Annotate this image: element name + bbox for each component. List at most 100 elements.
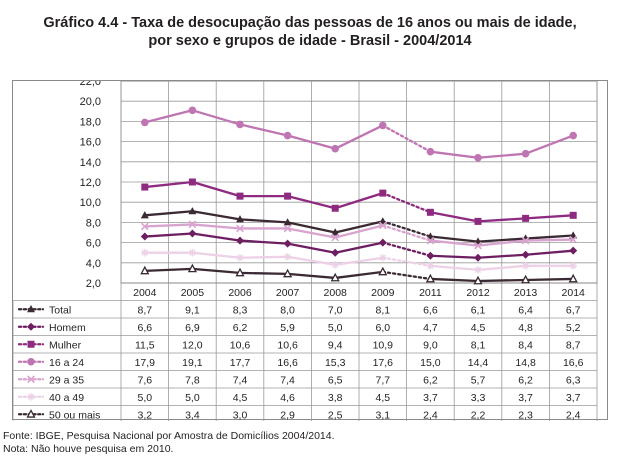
data-point-40-a-49 (188, 248, 197, 257)
series-line-homem (144, 232, 384, 254)
data-label: 6,2 (518, 374, 533, 386)
data-point-mulher (522, 214, 530, 222)
legend-marker-total (27, 305, 35, 313)
data-label: 5,9 (280, 322, 295, 334)
legend-label: 29 a 35 (49, 374, 84, 386)
data-point-homem (378, 238, 387, 247)
y-tick-label: 2,0 (86, 278, 101, 290)
data-point-40-a-49 (141, 248, 149, 257)
series-line-50-ou-mais-late (430, 277, 574, 283)
x-tick-label: 2008 (324, 287, 348, 299)
data-point-16-a-24 (188, 106, 197, 115)
data-point-total (236, 215, 244, 223)
data-point-40-a-49 (236, 253, 244, 262)
data-label: 3,7 (566, 392, 581, 404)
data-label: 7,4 (233, 374, 248, 386)
data-point-40-a-49 (331, 261, 339, 269)
data-point-homem (188, 229, 197, 238)
series-gap-29-a-35 (381, 224, 432, 242)
data-label: 5,0 (328, 322, 343, 334)
x-tick-label: 2012 (466, 287, 490, 299)
data-point-16-a-24 (283, 131, 292, 140)
data-label: 3,4 (185, 409, 200, 421)
data-point-50-ou-mais (425, 273, 435, 283)
data-label: 8,0 (280, 304, 295, 316)
data-label: 6,7 (566, 304, 581, 316)
legend-label: 50 ou mais (49, 409, 100, 421)
data-label: 5,2 (566, 322, 581, 334)
data-point-total (331, 228, 340, 236)
y-tick-label: 8,0 (86, 217, 101, 229)
x-tick-label: 2009 (371, 287, 395, 299)
data-label: 4,8 (518, 322, 533, 334)
data-label: 7,6 (137, 374, 152, 386)
data-point-16-a-24 (569, 131, 577, 140)
data-label: 8,1 (375, 304, 390, 316)
data-point-mulher (141, 183, 149, 191)
data-label: 3,8 (328, 392, 343, 404)
x-tick-label: 2011 (419, 287, 442, 299)
data-label: 6,5 (328, 374, 343, 386)
data-point-homem (331, 248, 340, 257)
data-point-mulher (474, 217, 482, 225)
y-tick-label: 18,0 (80, 116, 101, 128)
notes: Fonte: IBGE, Pesquisa Nacional por Amost… (3, 430, 335, 456)
data-point-29-a-35 (331, 233, 340, 242)
data-point-mulher (236, 192, 244, 200)
series-gap-16-a-24 (381, 124, 432, 153)
data-label: 19,1 (182, 357, 203, 369)
y-tick-label: 12,0 (80, 177, 101, 189)
data-point-40-a-49 (521, 262, 530, 270)
data-point-16-a-24 (379, 121, 387, 130)
data-label: 14,4 (468, 357, 489, 369)
series-line-total-late (430, 234, 574, 243)
data-point-mulher (331, 204, 339, 212)
legend-marker-29-a-35 (27, 375, 35, 384)
x-tick-label: 2014 (562, 287, 586, 299)
data-point-50-ou-mais (521, 274, 531, 284)
data-label: 2,4 (566, 409, 581, 421)
data-label: 3,7 (423, 392, 438, 404)
data-point-homem (474, 253, 482, 262)
data-point-29-a-35 (140, 222, 149, 231)
data-point-50-ou-mais (235, 267, 245, 277)
series-line-29-a-35 (144, 223, 384, 239)
legend-label: Mulher (49, 339, 82, 351)
line-chart: %22,020,018,016,014,012,010,08,06,04,02,… (13, 81, 598, 421)
legend-label: Homem (49, 322, 86, 334)
series-line-total (144, 210, 384, 234)
series-line-50-ou-mais (144, 267, 383, 280)
data-point-16-a-24 (236, 120, 244, 129)
data-label: 2,4 (423, 409, 438, 421)
data-point-homem (521, 250, 530, 259)
data-label: 9,0 (423, 339, 438, 351)
legend-marker-50-ou-mais (26, 409, 36, 418)
data-point-40-a-49 (426, 262, 435, 270)
data-point-29-a-35 (521, 236, 530, 245)
data-point-mulher (426, 208, 434, 216)
data-label: 2,5 (328, 409, 343, 421)
series-gap-mulher (381, 191, 432, 214)
y-tick-label: 16,0 (80, 137, 101, 149)
data-label: 2,2 (471, 409, 486, 421)
data-label: 5,0 (137, 392, 152, 404)
data-label: 8,7 (566, 339, 581, 351)
data-point-29-a-35 (378, 221, 387, 230)
data-point-total (188, 207, 197, 215)
data-label: 16,6 (563, 357, 584, 369)
data-label: 6,6 (137, 322, 152, 334)
data-label: 12,0 (182, 339, 203, 351)
data-label: 6,9 (185, 322, 200, 334)
data-label: 8,3 (233, 304, 248, 316)
data-point-16-a-24 (141, 118, 149, 127)
data-label: 17,6 (373, 357, 394, 369)
data-point-29-a-35 (236, 224, 244, 233)
data-point-total (140, 211, 149, 219)
data-point-40-a-49 (569, 262, 577, 270)
data-point-50-ou-mais (140, 265, 150, 275)
data-point-29-a-35 (188, 220, 197, 229)
series-line-homem-late (430, 249, 574, 259)
data-label: 3,3 (471, 392, 486, 404)
data-label: 7,8 (185, 374, 200, 386)
x-tick-label: 2013 (514, 287, 538, 299)
